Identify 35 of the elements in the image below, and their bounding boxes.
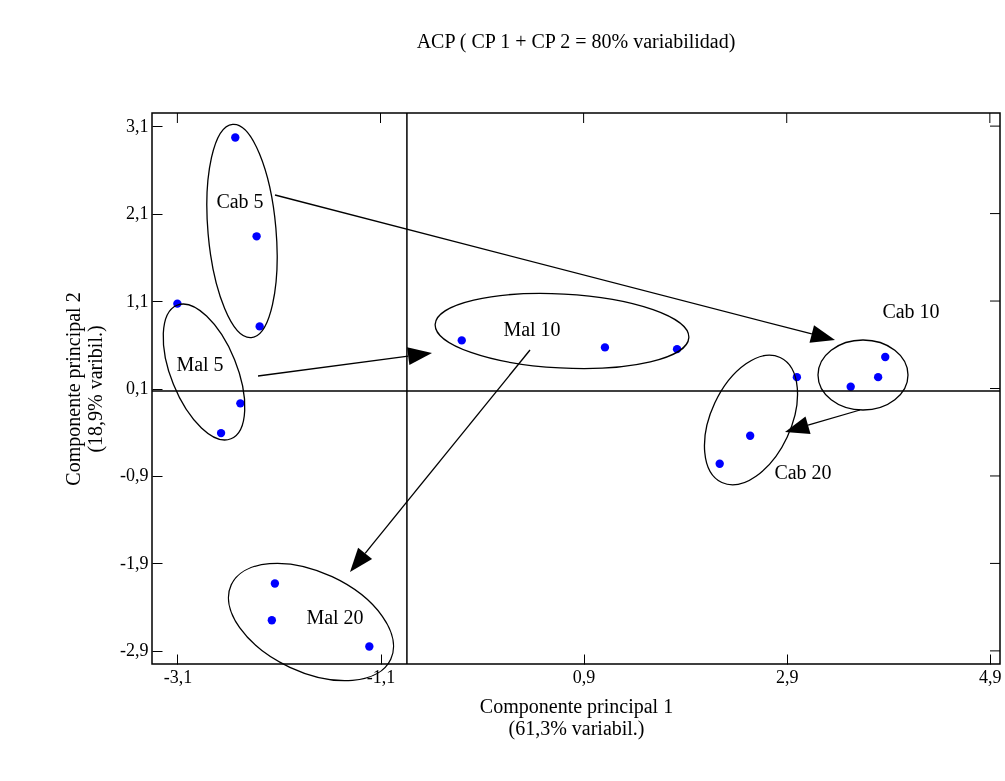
y-tick-label: 3,1 (126, 115, 149, 136)
point (231, 133, 240, 142)
point (365, 642, 374, 651)
x-tick-label: -1,1 (366, 666, 396, 687)
point (270, 579, 280, 588)
y-tick-label: -2,9 (120, 640, 149, 661)
point (873, 372, 883, 382)
y-axis-title: Componente principal 2 (18,9% varibil.) (62, 292, 108, 486)
point (715, 459, 724, 468)
x-tick-label: 0,9 (572, 666, 596, 687)
point (255, 322, 264, 331)
annotation: Cab 20 (774, 461, 832, 483)
x-tick-label: 2,9 (775, 666, 799, 687)
point (252, 232, 261, 241)
y-tick-label: 1,1 (126, 290, 149, 311)
y-tick-label: -0,9 (120, 465, 149, 486)
point (267, 616, 277, 625)
y-tick-label: 2,1 (126, 203, 149, 224)
annotation: Cab 10 (882, 300, 940, 322)
chart-title: ACP ( CP 1 + CP 2 = 80% variabilidad) (416, 30, 736, 54)
x-tick-label: -3,1 (163, 666, 193, 687)
point (745, 431, 755, 440)
point (881, 352, 890, 362)
annotation: Cab 5 (216, 190, 264, 212)
annotation: Mal 5 (176, 353, 224, 375)
x-tick-label: 4,9 (979, 666, 1002, 687)
point (216, 428, 226, 438)
x-axis-title: Componente principal 1 (61,3% variabil.) (479, 694, 674, 740)
point (236, 399, 245, 408)
y-tick-label: 0,1 (126, 378, 149, 398)
point (600, 343, 610, 352)
annotation: Mal 10 (503, 318, 561, 340)
y-tick-label: -1,9 (120, 552, 149, 573)
point (457, 336, 466, 345)
annotation: Mal 20 (306, 606, 364, 628)
